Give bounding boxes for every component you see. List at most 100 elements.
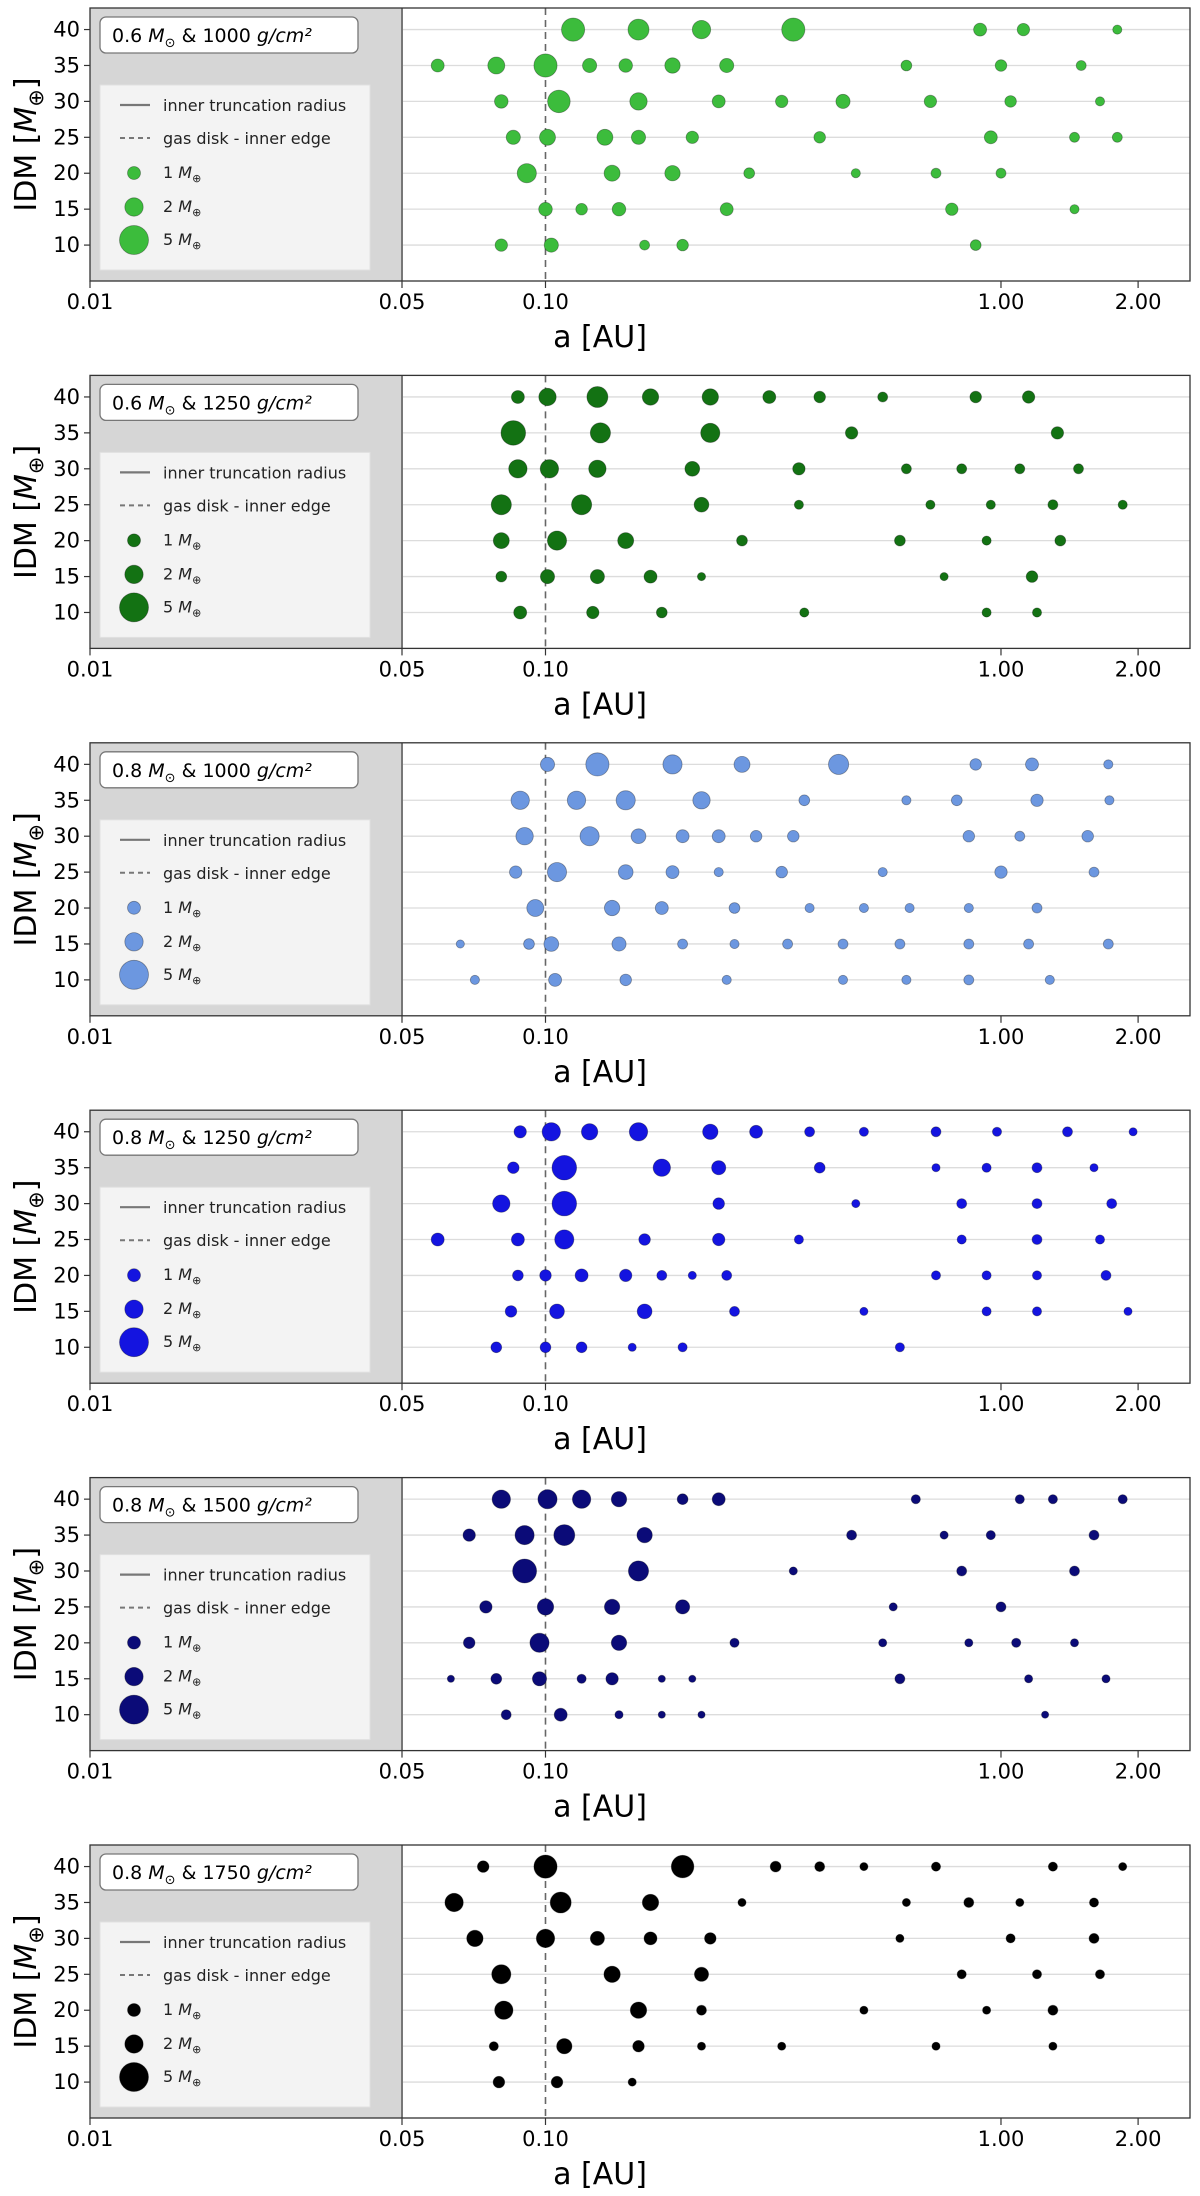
y-tick-label: 25 xyxy=(53,1228,80,1252)
legend-marker-5-mass xyxy=(119,592,149,623)
legend-label-5-mass: 5 M⊕ xyxy=(163,230,201,252)
data-point xyxy=(931,1861,942,1872)
legend-marker-1-mass xyxy=(127,166,141,180)
data-point xyxy=(561,17,586,42)
data-point xyxy=(685,130,699,144)
legend-label-1-mass: 1 M⊕ xyxy=(163,2000,201,2022)
y-axis-label: IDM [M⊕] xyxy=(9,77,48,211)
data-point xyxy=(1011,1637,1022,1648)
x-tick-label: 1.00 xyxy=(978,1025,1025,1049)
data-point xyxy=(533,53,558,78)
y-axis-label: IDM [M⊕] xyxy=(9,1914,48,2048)
chart-title: 0.8 M⊙ & 1250 g/cm² xyxy=(112,1127,312,1153)
data-point xyxy=(813,1161,826,1174)
data-point xyxy=(749,829,763,843)
data-point xyxy=(969,239,982,251)
x-tick-label: 0.05 xyxy=(379,657,426,681)
data-point xyxy=(547,530,568,551)
data-point xyxy=(657,1674,666,1683)
data-point xyxy=(877,867,888,878)
data-point xyxy=(694,1966,710,1982)
data-point xyxy=(1032,1270,1043,1281)
y-tick-label: 25 xyxy=(53,1962,80,1986)
data-point xyxy=(704,1932,717,1945)
data-point xyxy=(603,1965,621,1983)
data-point xyxy=(931,1163,941,1173)
data-point xyxy=(516,163,537,184)
data-point xyxy=(1047,1861,1058,1872)
legend-label-truncation: inner truncation radius xyxy=(163,1566,346,1585)
y-tick-label: 15 xyxy=(53,1299,80,1323)
legend-marker-1-mass xyxy=(127,2003,141,2017)
data-point xyxy=(1015,1898,1025,1908)
data-point xyxy=(813,131,826,144)
data-point xyxy=(813,390,826,404)
legend-label-5-mass: 5 M⊕ xyxy=(163,2067,201,2089)
data-point xyxy=(1073,463,1084,475)
data-point xyxy=(1004,95,1017,108)
y-axis-label: IDM [M⊕] xyxy=(9,812,48,946)
data-point xyxy=(1047,1494,1058,1505)
data-point xyxy=(1014,830,1026,842)
data-point xyxy=(586,386,609,408)
data-point xyxy=(930,1126,942,1138)
y-tick-label: 15 xyxy=(53,932,80,956)
legend-marker-1-mass xyxy=(127,1635,141,1650)
data-point xyxy=(788,1566,798,1576)
title-box xyxy=(99,1485,359,1524)
data-point xyxy=(507,1161,520,1174)
data-point xyxy=(603,164,621,182)
legend-marker-5-mass xyxy=(119,2062,149,2092)
data-point xyxy=(617,864,634,880)
data-point xyxy=(654,901,669,915)
data-point xyxy=(526,899,545,917)
data-point xyxy=(1088,1933,1100,1944)
data-point xyxy=(513,1125,527,1139)
data-point xyxy=(677,1342,688,1353)
data-point xyxy=(1106,1198,1118,1209)
data-point xyxy=(641,388,660,406)
data-point xyxy=(894,1342,905,1353)
data-point xyxy=(652,1158,671,1177)
legend-label-truncation: inner truncation radius xyxy=(163,463,346,482)
data-point xyxy=(574,1268,589,1283)
y-tick-label: 20 xyxy=(53,1631,80,1655)
legend-label-2-mass: 2 M⊕ xyxy=(163,1667,201,1689)
data-point xyxy=(858,902,869,913)
y-tick-label: 35 xyxy=(53,1523,80,1547)
data-point xyxy=(539,1341,552,1354)
data-point xyxy=(1054,534,1067,547)
plot-frame xyxy=(89,374,1191,650)
data-point xyxy=(675,1599,691,1615)
title-box xyxy=(99,751,359,789)
data-point xyxy=(969,390,982,404)
legend-label-2-mass: 2 M⊕ xyxy=(163,1299,201,1321)
chart-panel: 10 15 20 25 30 35 40 0.01 0.05 0.10 1.00 2.00 a [AU]… xyxy=(9,374,1191,722)
data-point xyxy=(576,1673,587,1684)
data-point xyxy=(632,2039,645,2053)
data-point xyxy=(846,1529,857,1541)
legend-marker-5-mass xyxy=(119,1327,149,1358)
data-point xyxy=(729,938,740,949)
data-point xyxy=(492,1194,511,1213)
data-point xyxy=(1117,499,1128,510)
data-point xyxy=(762,390,777,404)
y-tick-label: 40 xyxy=(53,1855,80,1879)
data-point xyxy=(994,865,1008,879)
data-point xyxy=(950,794,963,807)
y-tick-label: 30 xyxy=(53,89,80,113)
data-point xyxy=(636,1526,653,1544)
data-point xyxy=(603,899,621,917)
title-box xyxy=(99,1118,359,1156)
legend-label-1-mass: 1 M⊕ xyxy=(163,898,201,920)
data-point xyxy=(721,974,732,985)
data-point xyxy=(981,1162,992,1173)
data-point xyxy=(962,829,976,843)
data-point xyxy=(510,790,530,810)
x-axis-label: a [AU] xyxy=(553,1790,647,1825)
data-point xyxy=(697,2041,707,2051)
data-point xyxy=(656,1269,668,1281)
data-point xyxy=(1025,570,1039,583)
data-point xyxy=(491,1964,512,1985)
y-tick-label: 35 xyxy=(53,1156,80,1180)
